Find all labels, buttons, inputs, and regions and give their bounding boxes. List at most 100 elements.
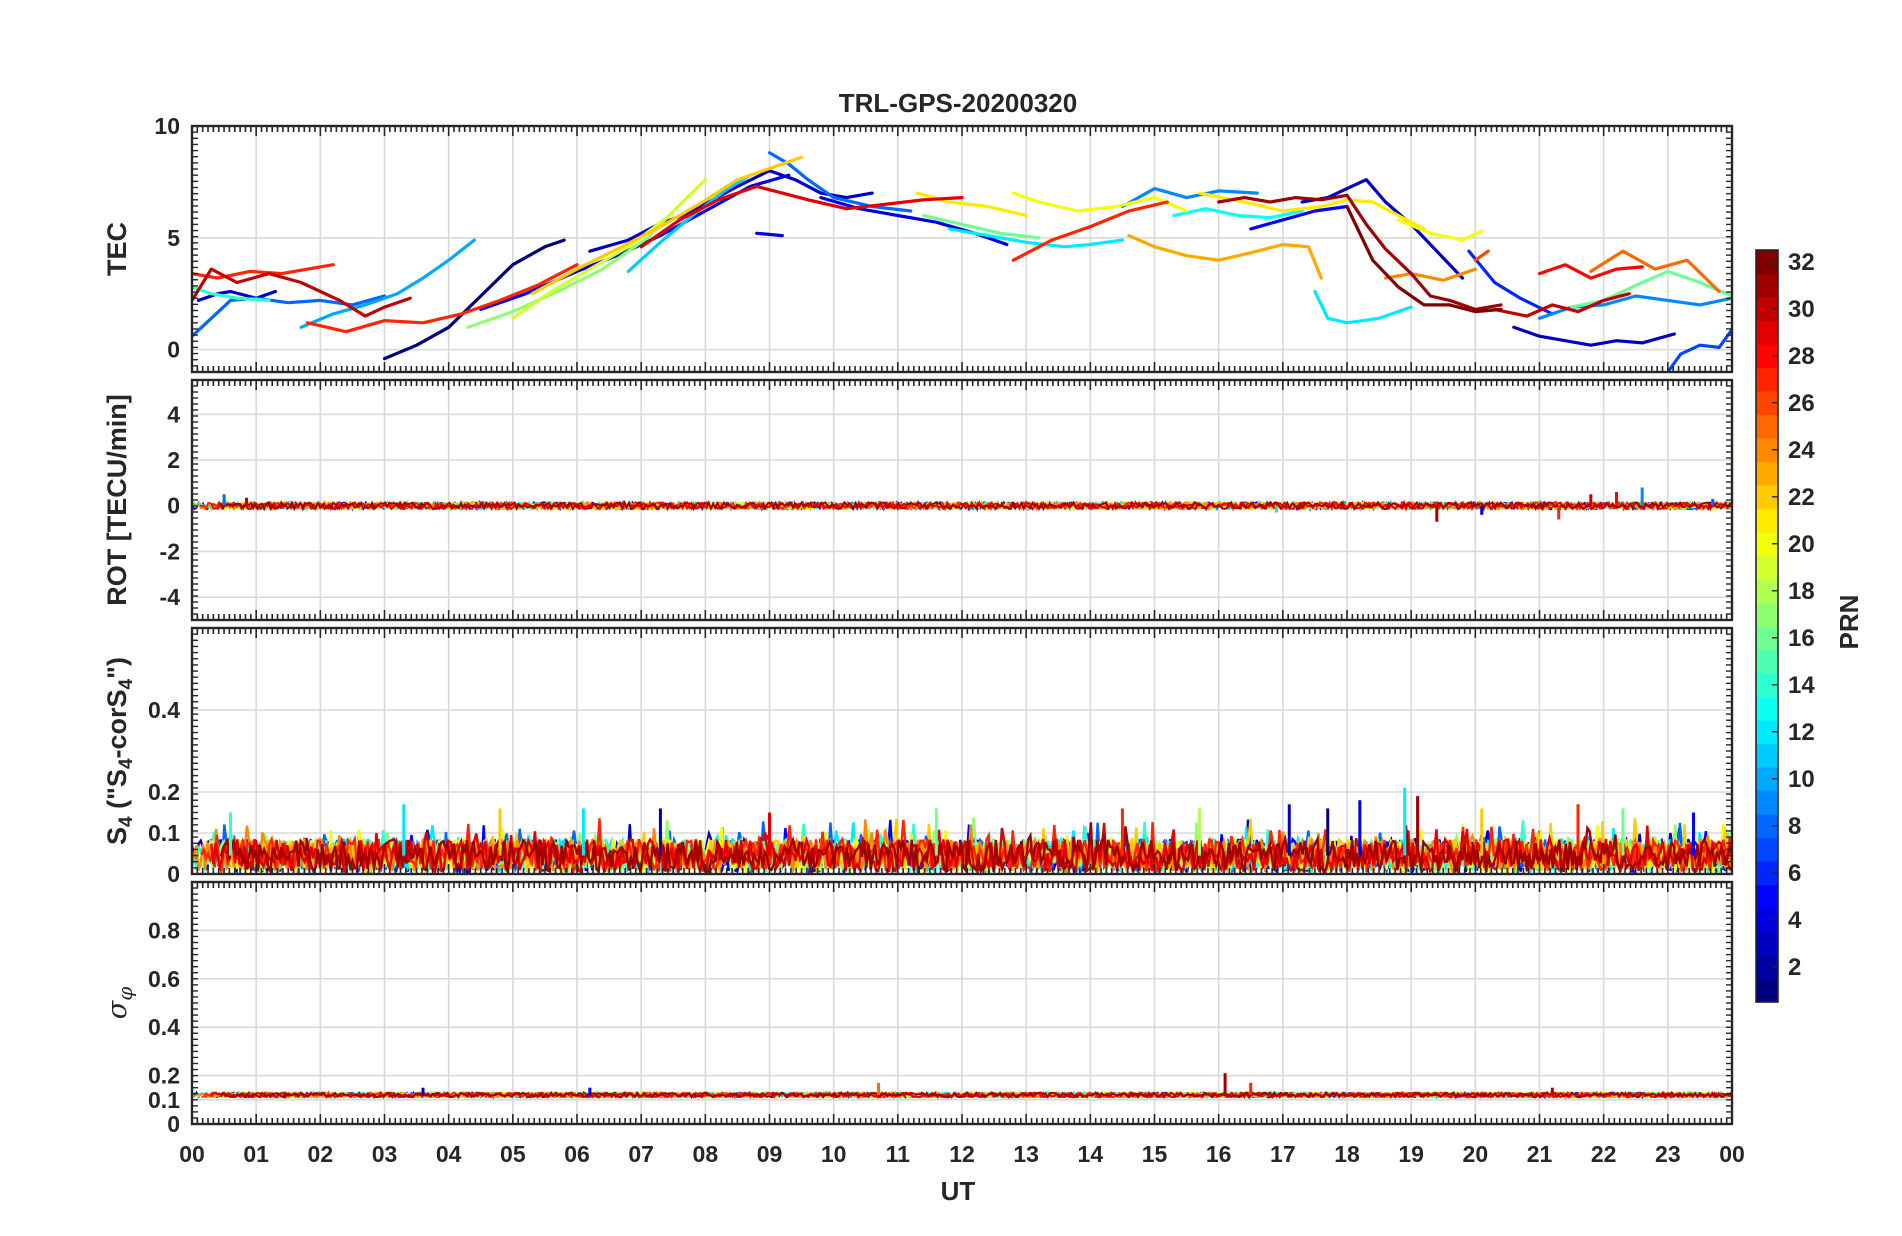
colorbar-segment-22	[1756, 485, 1778, 510]
x-tick-label: 23	[1655, 1141, 1681, 1167]
colorbar-segment-9	[1756, 790, 1778, 815]
y-tick-label: 0.4	[148, 1014, 180, 1040]
chart-title: TRL-GPS-20200320	[839, 88, 1077, 118]
colorbar-tick-label: 12	[1788, 719, 1815, 746]
series-line-prn-30	[1493, 292, 1631, 318]
colorbar-segment-16	[1756, 626, 1778, 651]
colorbar-segment-32	[1756, 250, 1778, 275]
colorbar-tick-label: 22	[1788, 484, 1815, 511]
colorbar-segment-21	[1756, 508, 1778, 533]
x-tick-label: 15	[1142, 1141, 1168, 1167]
series-line-prn-3	[1512, 325, 1676, 347]
x-tick-label: 05	[500, 1141, 526, 1167]
series-line-prn-1	[382, 238, 566, 361]
data-layer	[192, 487, 1732, 522]
y-axis-label: ROT [TECU/min]	[102, 394, 132, 605]
colorbar-segment-29	[1756, 320, 1778, 345]
series-line-prn-22	[530, 155, 804, 296]
y-tick-label: 2	[167, 447, 180, 473]
colorbar-segment-25	[1756, 414, 1778, 439]
series-line-prn-16	[921, 213, 1041, 240]
x-tick-label: 00	[179, 1141, 205, 1167]
x-tick-labels: 00 01 02 03 04 05 06 07 08 09 10 11 12 13 14 15 16 17 18 19…	[179, 1141, 1745, 1167]
minor-ticks	[191, 627, 1733, 875]
y-axis-label: S4 ("S4-corS4")	[102, 657, 137, 845]
x-tick-label: 11	[886, 1141, 911, 1167]
series-line-prn-5	[1249, 204, 1349, 231]
colorbar-segment-1	[1756, 978, 1778, 1003]
series-line-prn-30	[192, 267, 412, 318]
series-line-prn-3	[1300, 178, 1465, 280]
colorbar-segment-31	[1756, 273, 1778, 298]
y-tick-label: 0	[167, 861, 180, 887]
colorbar-tick-label: 2	[1788, 954, 1801, 981]
colorbar-tick-label: 6	[1788, 860, 1801, 887]
y-tick-label: 0	[167, 493, 180, 519]
data-layer	[192, 787, 1732, 874]
x-tick-label: 22	[1591, 1141, 1617, 1167]
colorbar-tick-label: 4	[1788, 907, 1802, 934]
colorbar-segment-12	[1756, 720, 1778, 745]
x-tick-label: 18	[1334, 1141, 1360, 1167]
colorbar-segment-11	[1756, 743, 1778, 768]
colorbar-segment-5	[1756, 884, 1778, 909]
colorbar-segment-6	[1756, 861, 1778, 886]
series-line-prn-24	[1383, 267, 1477, 282]
x-tick-label: 16	[1206, 1141, 1232, 1167]
series-line-prn-12	[1313, 289, 1413, 325]
series-line-prn-20	[1396, 218, 1484, 242]
data-layer	[192, 1073, 1732, 1100]
y-tick-label: 0.1	[148, 820, 180, 846]
colorbar-tick-label: 26	[1788, 390, 1815, 417]
y-tick-label: 0.2	[148, 779, 180, 805]
colorbar-segment-30	[1756, 297, 1778, 322]
colorbar-segment-3	[1756, 931, 1778, 956]
series-line-prn-7	[1666, 327, 1732, 372]
series-line-prn-4	[755, 231, 784, 238]
y-tick-label: 0.2	[148, 1063, 180, 1089]
series-line-prn-32	[1345, 204, 1503, 314]
x-tick-label: 00	[1719, 1141, 1745, 1167]
colorbar-segment-20	[1756, 532, 1778, 557]
y-tick-label: 0	[167, 1111, 180, 1137]
colorbar-segment-24	[1756, 438, 1778, 463]
series-line-prn-27	[192, 263, 335, 280]
series-line-prn-14	[192, 285, 271, 302]
colorbar-tick-label: 32	[1788, 249, 1815, 276]
x-tick-label: 02	[308, 1141, 334, 1167]
series-line-prn-10	[299, 238, 476, 329]
colorbar-tick-label: 30	[1788, 296, 1815, 323]
colorbar-tick-label: 20	[1788, 531, 1815, 558]
series-line-prn-28	[1537, 263, 1644, 280]
y-tick-label: 0.8	[148, 917, 180, 943]
colorbar-segment-28	[1756, 344, 1778, 369]
series-line-prn-31	[1217, 193, 1503, 311]
colorbar-border	[1755, 249, 1779, 1003]
y-tick-label: -4	[160, 584, 181, 610]
series-line-prn-21	[1197, 191, 1426, 231]
colorbar-label: PRN	[1834, 595, 1864, 650]
series-line-prn-23	[1127, 234, 1323, 280]
band-trace-prn-31	[220, 500, 1732, 512]
colorbar-segment-2	[1756, 955, 1778, 980]
series-line-prn-17	[466, 216, 669, 329]
colorbar-segment-10	[1756, 767, 1778, 792]
colorbar-segment-13	[1756, 696, 1778, 721]
y-axis-label: σφ	[102, 987, 137, 1019]
x-tick-label: 10	[821, 1141, 847, 1167]
y-axis-label: TEC	[102, 222, 132, 276]
series-line-prn-11	[626, 173, 752, 273]
series-line-prn-3	[588, 169, 874, 253]
colorbar-tick-label: 14	[1788, 672, 1815, 699]
colorbar-segment-18	[1756, 579, 1778, 604]
data-layer	[192, 151, 1732, 372]
colorbar-segment-8	[1756, 814, 1778, 839]
panel-sigma: 00.10.2 0.4 0.6 0.8 σφ	[102, 880, 1734, 1137]
x-tick-label: 19	[1398, 1141, 1424, 1167]
colorbar-segment-26	[1756, 391, 1778, 416]
x-tick-label: 07	[628, 1141, 654, 1167]
colorbar-tick-label: 10	[1788, 766, 1815, 793]
y-tick-label: -2	[160, 538, 180, 564]
minor-ticks	[191, 881, 1733, 1125]
